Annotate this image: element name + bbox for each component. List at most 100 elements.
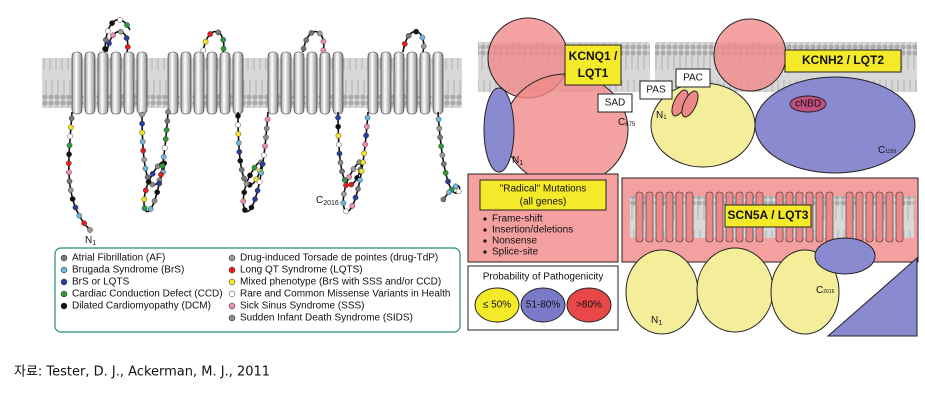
variant-dot <box>248 204 255 211</box>
radical-item: Insertion/deletions <box>492 225 573 236</box>
variant-dot <box>251 164 258 171</box>
level-swatch <box>566 287 612 323</box>
pas-box <box>639 80 673 100</box>
variant-dot <box>341 177 348 183</box>
variant-dot <box>69 196 76 202</box>
variant-dot <box>335 114 341 121</box>
radical-item: Frame-shift <box>492 214 543 225</box>
variant-dot <box>349 203 356 209</box>
legend-marker <box>228 254 236 262</box>
variant-dot <box>300 45 307 52</box>
variant-dot <box>263 125 270 132</box>
variant-dot <box>149 171 156 177</box>
variant-dot <box>436 125 443 132</box>
variant-dot <box>442 170 449 176</box>
level-swatch <box>520 287 566 323</box>
sad-box <box>597 93 633 113</box>
variant-dot <box>405 32 412 39</box>
label-box <box>784 49 902 73</box>
variant-dot <box>336 141 342 148</box>
level-swatch <box>474 287 520 323</box>
helix <box>895 191 904 243</box>
variant-dot <box>165 109 171 115</box>
bullet <box>483 250 487 254</box>
variant-dot <box>242 207 248 213</box>
variant-dot <box>438 143 444 150</box>
helix <box>280 51 292 115</box>
legend-label: Mixed phenotype (BrS with SSS and/or CCD… <box>240 277 441 288</box>
legend-label: Atrial Fibrillation (AF) <box>72 253 165 264</box>
variant-dot <box>363 132 369 139</box>
variant-dot <box>445 178 451 185</box>
helix <box>885 191 894 243</box>
variant-dot <box>238 166 245 173</box>
legend-marker <box>228 290 236 298</box>
radical-title: "Radical" Mutations <box>500 184 587 195</box>
variant-dot <box>220 45 227 52</box>
variant-dot <box>67 187 74 193</box>
variant-dot <box>76 212 83 219</box>
legend-marker <box>60 278 68 286</box>
helix <box>167 51 179 115</box>
variant-dot <box>67 133 73 140</box>
cnbd-region <box>789 95 827 113</box>
helix <box>675 191 684 243</box>
variant-dot <box>336 150 343 157</box>
variant-dot <box>259 161 266 167</box>
helix <box>332 51 344 115</box>
variant-dot <box>149 181 156 188</box>
variant-dot <box>236 149 243 155</box>
helix <box>123 51 135 115</box>
level-label: >80% <box>576 300 602 311</box>
n-terminus: N1 <box>656 110 667 121</box>
variant-dot <box>106 40 112 47</box>
variant-dot <box>207 31 213 37</box>
variant-dot <box>335 123 341 130</box>
pas-region <box>681 90 699 118</box>
variant-dot <box>141 196 147 203</box>
variant-dot <box>220 36 226 43</box>
helix <box>380 51 392 115</box>
variant-dot <box>420 43 427 50</box>
c-terminus: C2016 <box>816 285 835 296</box>
variant-dot <box>308 30 315 36</box>
helix <box>406 51 418 115</box>
legend-marker <box>60 266 68 274</box>
variant-dot <box>66 142 73 149</box>
variant-dot <box>154 189 160 196</box>
variant-dot <box>139 129 146 136</box>
variant-dot <box>340 200 347 206</box>
legend-marker <box>228 302 236 310</box>
legend-marker <box>228 314 236 322</box>
helix <box>110 51 122 115</box>
cnbd: cNBD <box>795 99 821 110</box>
helix <box>180 51 192 115</box>
scn5a-label: SCN5A / LQT3 <box>728 208 809 222</box>
helix <box>193 51 205 115</box>
variant-dot <box>102 45 108 52</box>
bullet <box>483 217 487 221</box>
legend-label: Drug-induced Torsade de pointes (drug-Td… <box>240 253 438 264</box>
variant-dot <box>103 36 109 43</box>
variant-dot <box>364 114 371 121</box>
variant-dot <box>358 168 365 175</box>
variant-dot <box>164 118 171 124</box>
variant-dot <box>452 183 459 190</box>
variant-dot <box>339 168 345 175</box>
label-box <box>564 44 622 86</box>
helix <box>865 191 874 243</box>
variant-dot <box>437 134 443 141</box>
variant-dot <box>352 194 359 201</box>
domain-mid <box>814 237 876 275</box>
variant-dot <box>81 220 87 227</box>
variant-dot <box>105 28 111 34</box>
variant-dot <box>142 187 149 194</box>
bullet <box>483 228 487 232</box>
helix <box>232 51 244 115</box>
legend-marker <box>60 290 68 298</box>
kcnq1-label: LQT1 <box>578 66 609 80</box>
legend-label: Brugada Syndrome (BrS) <box>72 265 184 276</box>
variant-dot <box>343 208 349 215</box>
domain-mid <box>754 76 916 174</box>
variant-dot <box>258 170 265 176</box>
